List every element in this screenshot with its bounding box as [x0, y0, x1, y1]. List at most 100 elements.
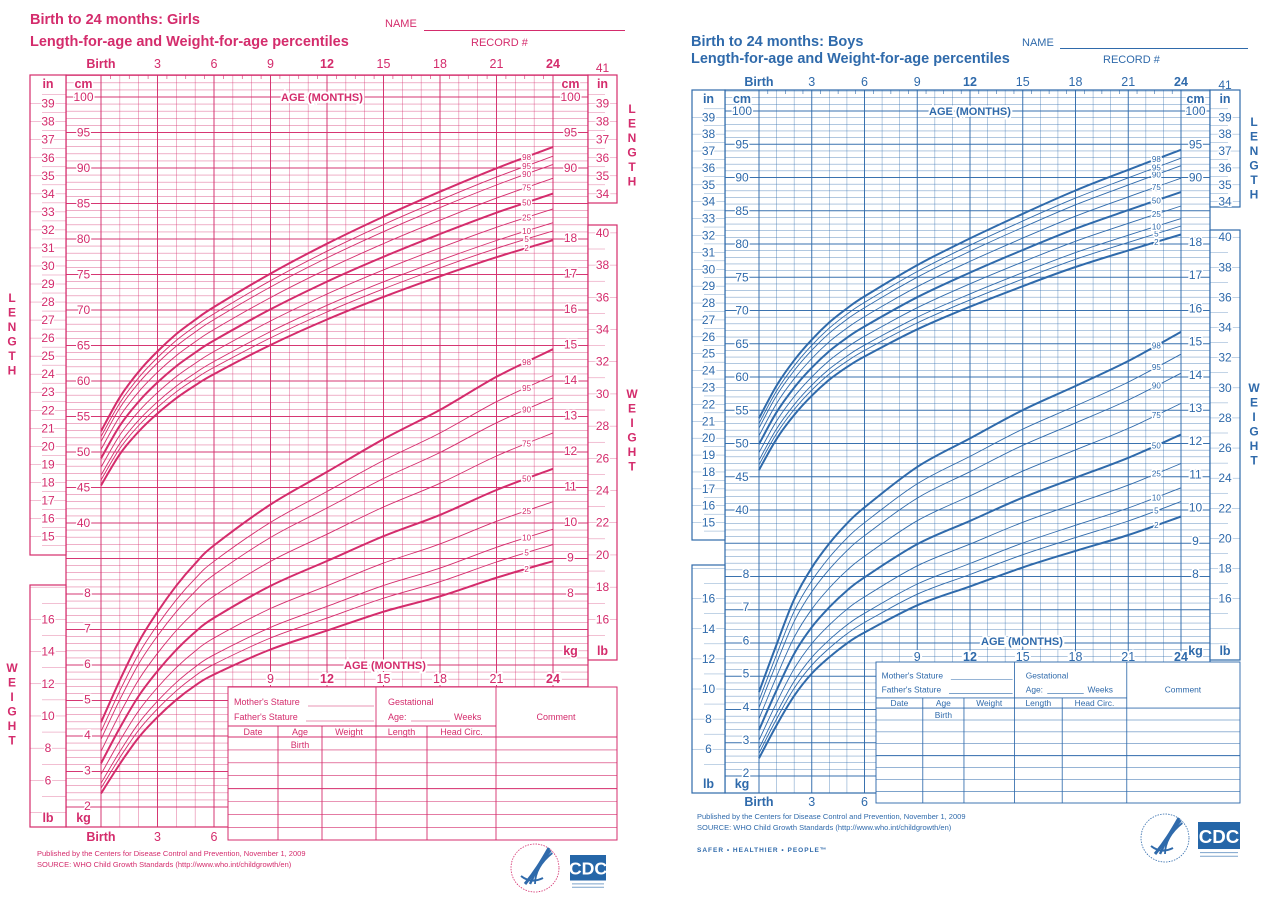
table-cell[interactable] — [923, 732, 964, 744]
table-cell[interactable] — [876, 768, 923, 780]
table-cell[interactable] — [278, 827, 322, 840]
table-cell[interactable] — [964, 779, 1015, 791]
table-cell[interactable] — [427, 737, 496, 750]
table-cell[interactable] — [1014, 720, 1062, 732]
table-cell[interactable] — [923, 768, 964, 780]
table-cell[interactable] — [1127, 744, 1240, 756]
table-cell[interactable] — [496, 763, 617, 776]
table-cell[interactable] — [876, 720, 923, 732]
table-cell[interactable] — [1014, 768, 1062, 780]
table-cell[interactable] — [427, 814, 496, 827]
table-cell[interactable] — [228, 737, 278, 750]
table-cell[interactable] — [322, 827, 376, 840]
table-cell[interactable] — [923, 708, 964, 720]
weight-axis-word-right: I — [1252, 410, 1255, 424]
table-cell[interactable] — [1127, 768, 1240, 780]
table-cell[interactable] — [322, 814, 376, 827]
table-cell[interactable] — [496, 776, 617, 789]
table-cell[interactable] — [376, 789, 427, 802]
table-cell[interactable] — [376, 776, 427, 789]
table-cell[interactable] — [496, 750, 617, 763]
table-cell[interactable] — [1127, 732, 1240, 744]
table-cell[interactable] — [278, 789, 322, 802]
table-cell[interactable] — [278, 750, 322, 763]
table-cell[interactable] — [1014, 756, 1062, 768]
table-cell[interactable] — [496, 737, 617, 750]
table-cell[interactable] — [278, 737, 322, 750]
table-cell[interactable] — [1062, 779, 1127, 791]
table-cell[interactable] — [376, 827, 427, 840]
table-cell[interactable] — [376, 750, 427, 763]
table-cell[interactable] — [1062, 744, 1127, 756]
table-cell[interactable] — [1062, 791, 1127, 803]
table-cell[interactable] — [376, 802, 427, 815]
table-cell[interactable] — [1014, 708, 1062, 720]
table-cell[interactable] — [322, 776, 376, 789]
table-cell[interactable] — [427, 763, 496, 776]
table-cell[interactable] — [496, 827, 617, 840]
table-cell[interactable] — [322, 789, 376, 802]
table-cell[interactable] — [923, 756, 964, 768]
table-cell[interactable] — [427, 789, 496, 802]
table-cell[interactable] — [1062, 756, 1127, 768]
table-cell[interactable] — [964, 744, 1015, 756]
table-cell[interactable] — [923, 744, 964, 756]
table-cell[interactable] — [322, 763, 376, 776]
table-cell[interactable] — [427, 802, 496, 815]
table-cell[interactable] — [322, 802, 376, 815]
table-cell[interactable] — [1127, 720, 1240, 732]
table-cell[interactable] — [1062, 708, 1127, 720]
table-cell[interactable] — [876, 708, 923, 720]
table-cell[interactable] — [876, 779, 923, 791]
table-cell[interactable] — [427, 776, 496, 789]
table-cell[interactable] — [1062, 768, 1127, 780]
boys-name-field[interactable] — [1060, 48, 1248, 49]
table-cell[interactable] — [228, 750, 278, 763]
table-cell[interactable] — [1127, 791, 1240, 803]
table-cell[interactable] — [228, 814, 278, 827]
table-cell[interactable] — [923, 779, 964, 791]
table-cell[interactable] — [496, 802, 617, 815]
table-cell[interactable] — [1014, 779, 1062, 791]
table-cell[interactable] — [876, 744, 923, 756]
table-cell[interactable] — [496, 789, 617, 802]
table-cell[interactable] — [1014, 791, 1062, 803]
table-cell[interactable] — [228, 827, 278, 840]
table-cell[interactable] — [876, 791, 923, 803]
table-cell[interactable] — [427, 750, 496, 763]
table-cell[interactable] — [964, 732, 1015, 744]
table-cell[interactable] — [322, 737, 376, 750]
table-cell[interactable] — [1127, 779, 1240, 791]
table-cell[interactable] — [376, 814, 427, 827]
table-cell[interactable] — [278, 763, 322, 776]
table-cell[interactable] — [876, 756, 923, 768]
table-cell[interactable] — [1127, 756, 1240, 768]
table-cell[interactable] — [964, 720, 1015, 732]
table-cell[interactable] — [1014, 732, 1062, 744]
table-column-header: Age — [292, 727, 308, 737]
table-cell[interactable] — [1014, 744, 1062, 756]
table-cell[interactable] — [228, 789, 278, 802]
table-cell[interactable] — [1062, 732, 1127, 744]
table-cell[interactable] — [964, 708, 1015, 720]
table-cell[interactable] — [376, 737, 427, 750]
table-cell[interactable] — [964, 756, 1015, 768]
table-cell[interactable] — [322, 750, 376, 763]
table-cell[interactable] — [964, 791, 1015, 803]
girls-name-field[interactable] — [424, 30, 625, 31]
table-cell[interactable] — [376, 763, 427, 776]
table-cell[interactable] — [1127, 708, 1240, 720]
table-cell[interactable] — [876, 732, 923, 744]
table-cell[interactable] — [228, 802, 278, 815]
table-cell[interactable] — [964, 768, 1015, 780]
table-cell[interactable] — [923, 720, 964, 732]
table-cell[interactable] — [496, 814, 617, 827]
table-cell[interactable] — [923, 791, 964, 803]
table-cell[interactable] — [278, 776, 322, 789]
table-cell[interactable] — [228, 776, 278, 789]
table-cell[interactable] — [278, 802, 322, 815]
table-cell[interactable] — [228, 763, 278, 776]
table-cell[interactable] — [427, 827, 496, 840]
table-cell[interactable] — [278, 814, 322, 827]
table-cell[interactable] — [1062, 720, 1127, 732]
